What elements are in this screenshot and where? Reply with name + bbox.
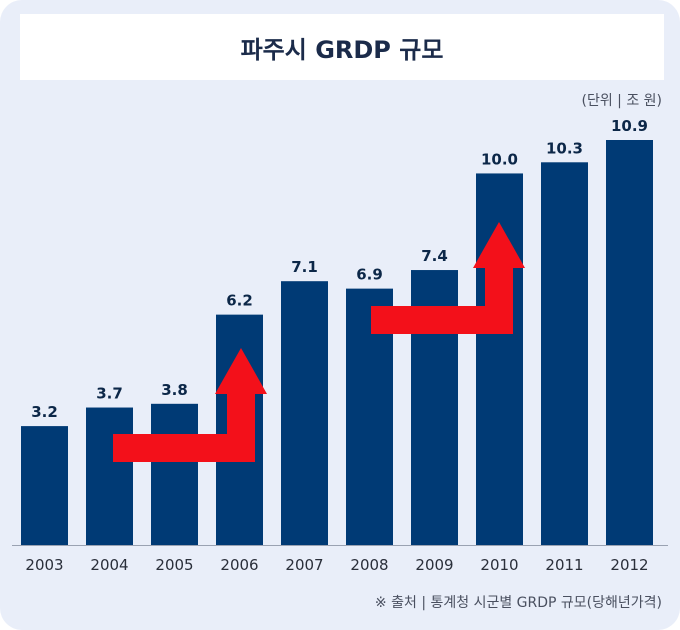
value-label-2009: 7.4 — [421, 247, 448, 265]
x-tick-label-2011: 2011 — [545, 556, 583, 574]
value-label-2008: 6.9 — [356, 266, 383, 284]
bar-2004 — [86, 407, 133, 545]
growth-arrow-2 — [371, 222, 525, 334]
unit-note: (단위 | 조 원) — [581, 93, 662, 109]
value-label-2005: 3.8 — [161, 381, 188, 399]
chart-title: 파주시 GRDP 규모 — [240, 35, 444, 64]
value-label-2006: 6.2 — [226, 292, 253, 310]
bar-2011 — [541, 162, 588, 545]
x-tick-label-2004: 2004 — [90, 556, 128, 574]
x-tick-label-2006: 2006 — [220, 556, 258, 574]
bar-2007 — [281, 281, 328, 545]
value-label-2010: 10.0 — [481, 150, 518, 168]
title-banner: 파주시 GRDP 규모 — [20, 14, 664, 80]
x-tick-label-2010: 2010 — [480, 556, 518, 574]
x-tick-label-2012: 2012 — [610, 556, 648, 574]
x-tick-label-2008: 2008 — [350, 556, 388, 574]
x-tick-label-2005: 2005 — [155, 556, 193, 574]
value-label-2012: 10.9 — [611, 117, 648, 135]
value-label-2003: 3.2 — [31, 403, 58, 421]
growth-arrow-1 — [113, 348, 267, 462]
value-label-2004: 3.7 — [96, 385, 123, 403]
bar-2012 — [606, 140, 653, 545]
bar-2005 — [151, 403, 198, 545]
value-label-2011: 10.3 — [546, 139, 583, 157]
x-tick-label-2003: 2003 — [25, 556, 63, 574]
bar-2003 — [21, 426, 68, 545]
x-tick-label-2007: 2007 — [285, 556, 323, 574]
value-label-2007: 7.1 — [291, 258, 318, 276]
source-note: ※ 출처 | 통계청 시군별 GRDP 규모(당해년가격) — [374, 595, 662, 611]
x-tick-label-2009: 2009 — [415, 556, 453, 574]
